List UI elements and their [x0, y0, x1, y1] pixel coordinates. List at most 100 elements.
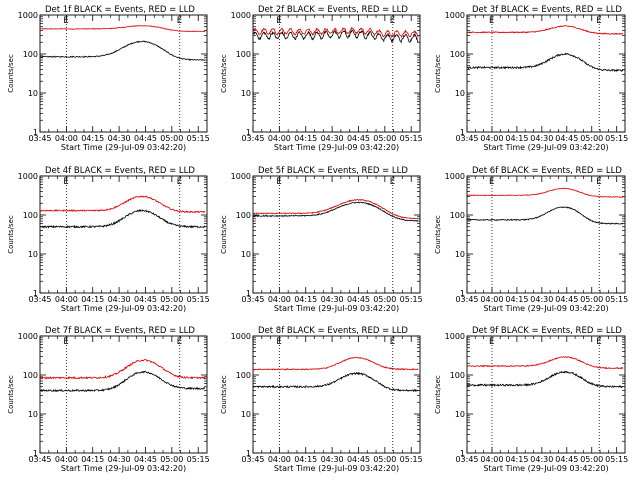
- x-tick-label: 05:15: [400, 455, 423, 464]
- x-tick-label: 04:00: [55, 455, 78, 464]
- y-tick-label: 1: [33, 449, 38, 458]
- time-marker-label: E: [177, 16, 182, 26]
- x-tick-label: 04:00: [480, 455, 503, 464]
- x-tick-label: 04:15: [81, 295, 104, 304]
- events-series-line: [467, 206, 624, 225]
- events-series-line: [40, 40, 206, 62]
- time-marker-label: E: [276, 16, 281, 26]
- x-tick-label: 05:15: [605, 295, 628, 304]
- time-marker-label: E: [596, 16, 601, 26]
- x-tick-label: 04:15: [505, 295, 528, 304]
- x-tick-label: 04:15: [81, 134, 104, 143]
- y-tick-label: 1000: [445, 332, 465, 341]
- x-tick-label: 03:45: [241, 455, 264, 464]
- x-tick-label: 05:00: [160, 134, 183, 143]
- lld-series-line: [40, 359, 206, 380]
- lld-series-line: [40, 195, 206, 214]
- events-series-line: [253, 29, 419, 44]
- x-tick-label: 05:00: [373, 455, 396, 464]
- x-tick-label: 04:30: [108, 295, 131, 304]
- x-tick-label: 04:45: [347, 455, 370, 464]
- x-axis-label: Start Time (29-Jul-09 03:42:20): [274, 464, 399, 473]
- time-marker-label: E: [596, 337, 601, 347]
- events-series-line: [253, 201, 419, 222]
- x-tick-label: 05:00: [160, 455, 183, 464]
- plot-frame: [466, 335, 626, 454]
- time-marker-label: E: [596, 177, 601, 187]
- plot-frame: [39, 335, 208, 454]
- time-marker-label: E: [276, 337, 281, 347]
- x-tick-label: 04:00: [480, 134, 503, 143]
- y-axis-label: Counts/sec: [220, 375, 228, 414]
- events-series-line: [467, 370, 624, 389]
- y-tick-label: 100: [23, 371, 38, 380]
- panel-title: Det 7f BLACK = Events, RED = LLD: [45, 326, 195, 336]
- time-marker-label: E: [177, 177, 182, 187]
- x-tick-label: 03:45: [28, 295, 51, 304]
- y-tick-label: 1000: [445, 11, 465, 20]
- events-series-line: [40, 370, 206, 393]
- x-tick-label: 04:45: [555, 455, 578, 464]
- panel-title: Det 9f BLACK = Events, RED = LLD: [472, 326, 622, 336]
- x-tick-label: 04:15: [505, 134, 528, 143]
- x-tick-label: 03:45: [455, 295, 478, 304]
- events-series-line: [467, 52, 624, 73]
- x-tick-label: 04:30: [108, 455, 131, 464]
- y-tick-label: 1: [460, 128, 465, 137]
- plot-frame: [466, 175, 626, 294]
- time-marker-label: E: [390, 177, 395, 187]
- time-marker-label: E: [489, 177, 494, 187]
- panel-title: Det 6f BLACK = Events, RED = LLD: [472, 166, 622, 176]
- time-marker-label: E: [63, 16, 68, 26]
- x-tick-label: 04:45: [555, 134, 578, 143]
- x-tick-label: 04:45: [134, 295, 157, 304]
- x-tick-label: 05:00: [160, 295, 183, 304]
- y-tick-label: 1000: [231, 332, 251, 341]
- x-tick-label: 05:00: [580, 455, 603, 464]
- panel-title: Det 1f BLACK = Events, RED = LLD: [45, 5, 195, 15]
- y-tick-label: 100: [23, 50, 38, 59]
- x-axis-label: Start Time (29-Jul-09 03:42:20): [274, 143, 399, 152]
- y-tick-label: 100: [450, 371, 465, 380]
- x-axis-label: Start Time (29-Jul-09 03:42:20): [483, 304, 608, 313]
- time-marker-label: E: [177, 337, 182, 347]
- time-marker-label: E: [489, 337, 494, 347]
- y-tick-label: 10: [28, 410, 38, 419]
- x-tick-label: 05:15: [400, 134, 423, 143]
- x-tick-label: 04:00: [268, 295, 291, 304]
- y-tick-label: 1000: [18, 11, 38, 20]
- y-tick-label: 10: [241, 410, 251, 419]
- x-tick-label: 04:15: [81, 455, 104, 464]
- panel-det-9: Det 9f BLACK = Events, RED = LLD 1 10 100 10…: [434, 326, 628, 473]
- plot-frame: [252, 14, 421, 133]
- x-tick-label: 03:45: [241, 134, 264, 143]
- y-tick-label: 1000: [18, 332, 38, 341]
- panel-det-5: Det 5f BLACK = Events, RED = LLD 1 10 100 10…: [220, 166, 423, 313]
- y-tick-label: 100: [236, 211, 251, 220]
- x-axis-label: Start Time (29-Jul-09 03:42:20): [274, 304, 399, 313]
- x-tick-label: 04:00: [480, 295, 503, 304]
- x-tick-label: 03:45: [28, 134, 51, 143]
- x-axis-label: Start Time (29-Jul-09 03:42:20): [61, 143, 186, 152]
- time-marker-label: E: [63, 337, 68, 347]
- events-series-line: [40, 208, 206, 229]
- x-axis-label: Start Time (29-Jul-09 03:42:20): [61, 464, 186, 473]
- time-marker-label: E: [63, 177, 68, 187]
- y-axis-label: Counts/sec: [434, 54, 442, 93]
- y-axis-label: Counts/sec: [220, 54, 228, 93]
- plot-frame: [39, 175, 208, 294]
- lld-series-line: [467, 187, 624, 198]
- x-axis-label: Start Time (29-Jul-09 03:42:20): [61, 304, 186, 313]
- panel-title: Det 3f BLACK = Events, RED = LLD: [472, 5, 622, 15]
- x-tick-label: 04:15: [505, 455, 528, 464]
- x-tick-label: 05:15: [187, 134, 210, 143]
- x-tick-label: 05:00: [373, 295, 396, 304]
- x-tick-label: 03:45: [455, 455, 478, 464]
- time-marker-label: E: [489, 16, 494, 26]
- time-marker-label: E: [390, 16, 395, 26]
- x-tick-label: 04:30: [321, 134, 344, 143]
- x-tick-label: 05:15: [605, 134, 628, 143]
- y-tick-label: 10: [28, 250, 38, 259]
- y-tick-label: 1: [33, 128, 38, 137]
